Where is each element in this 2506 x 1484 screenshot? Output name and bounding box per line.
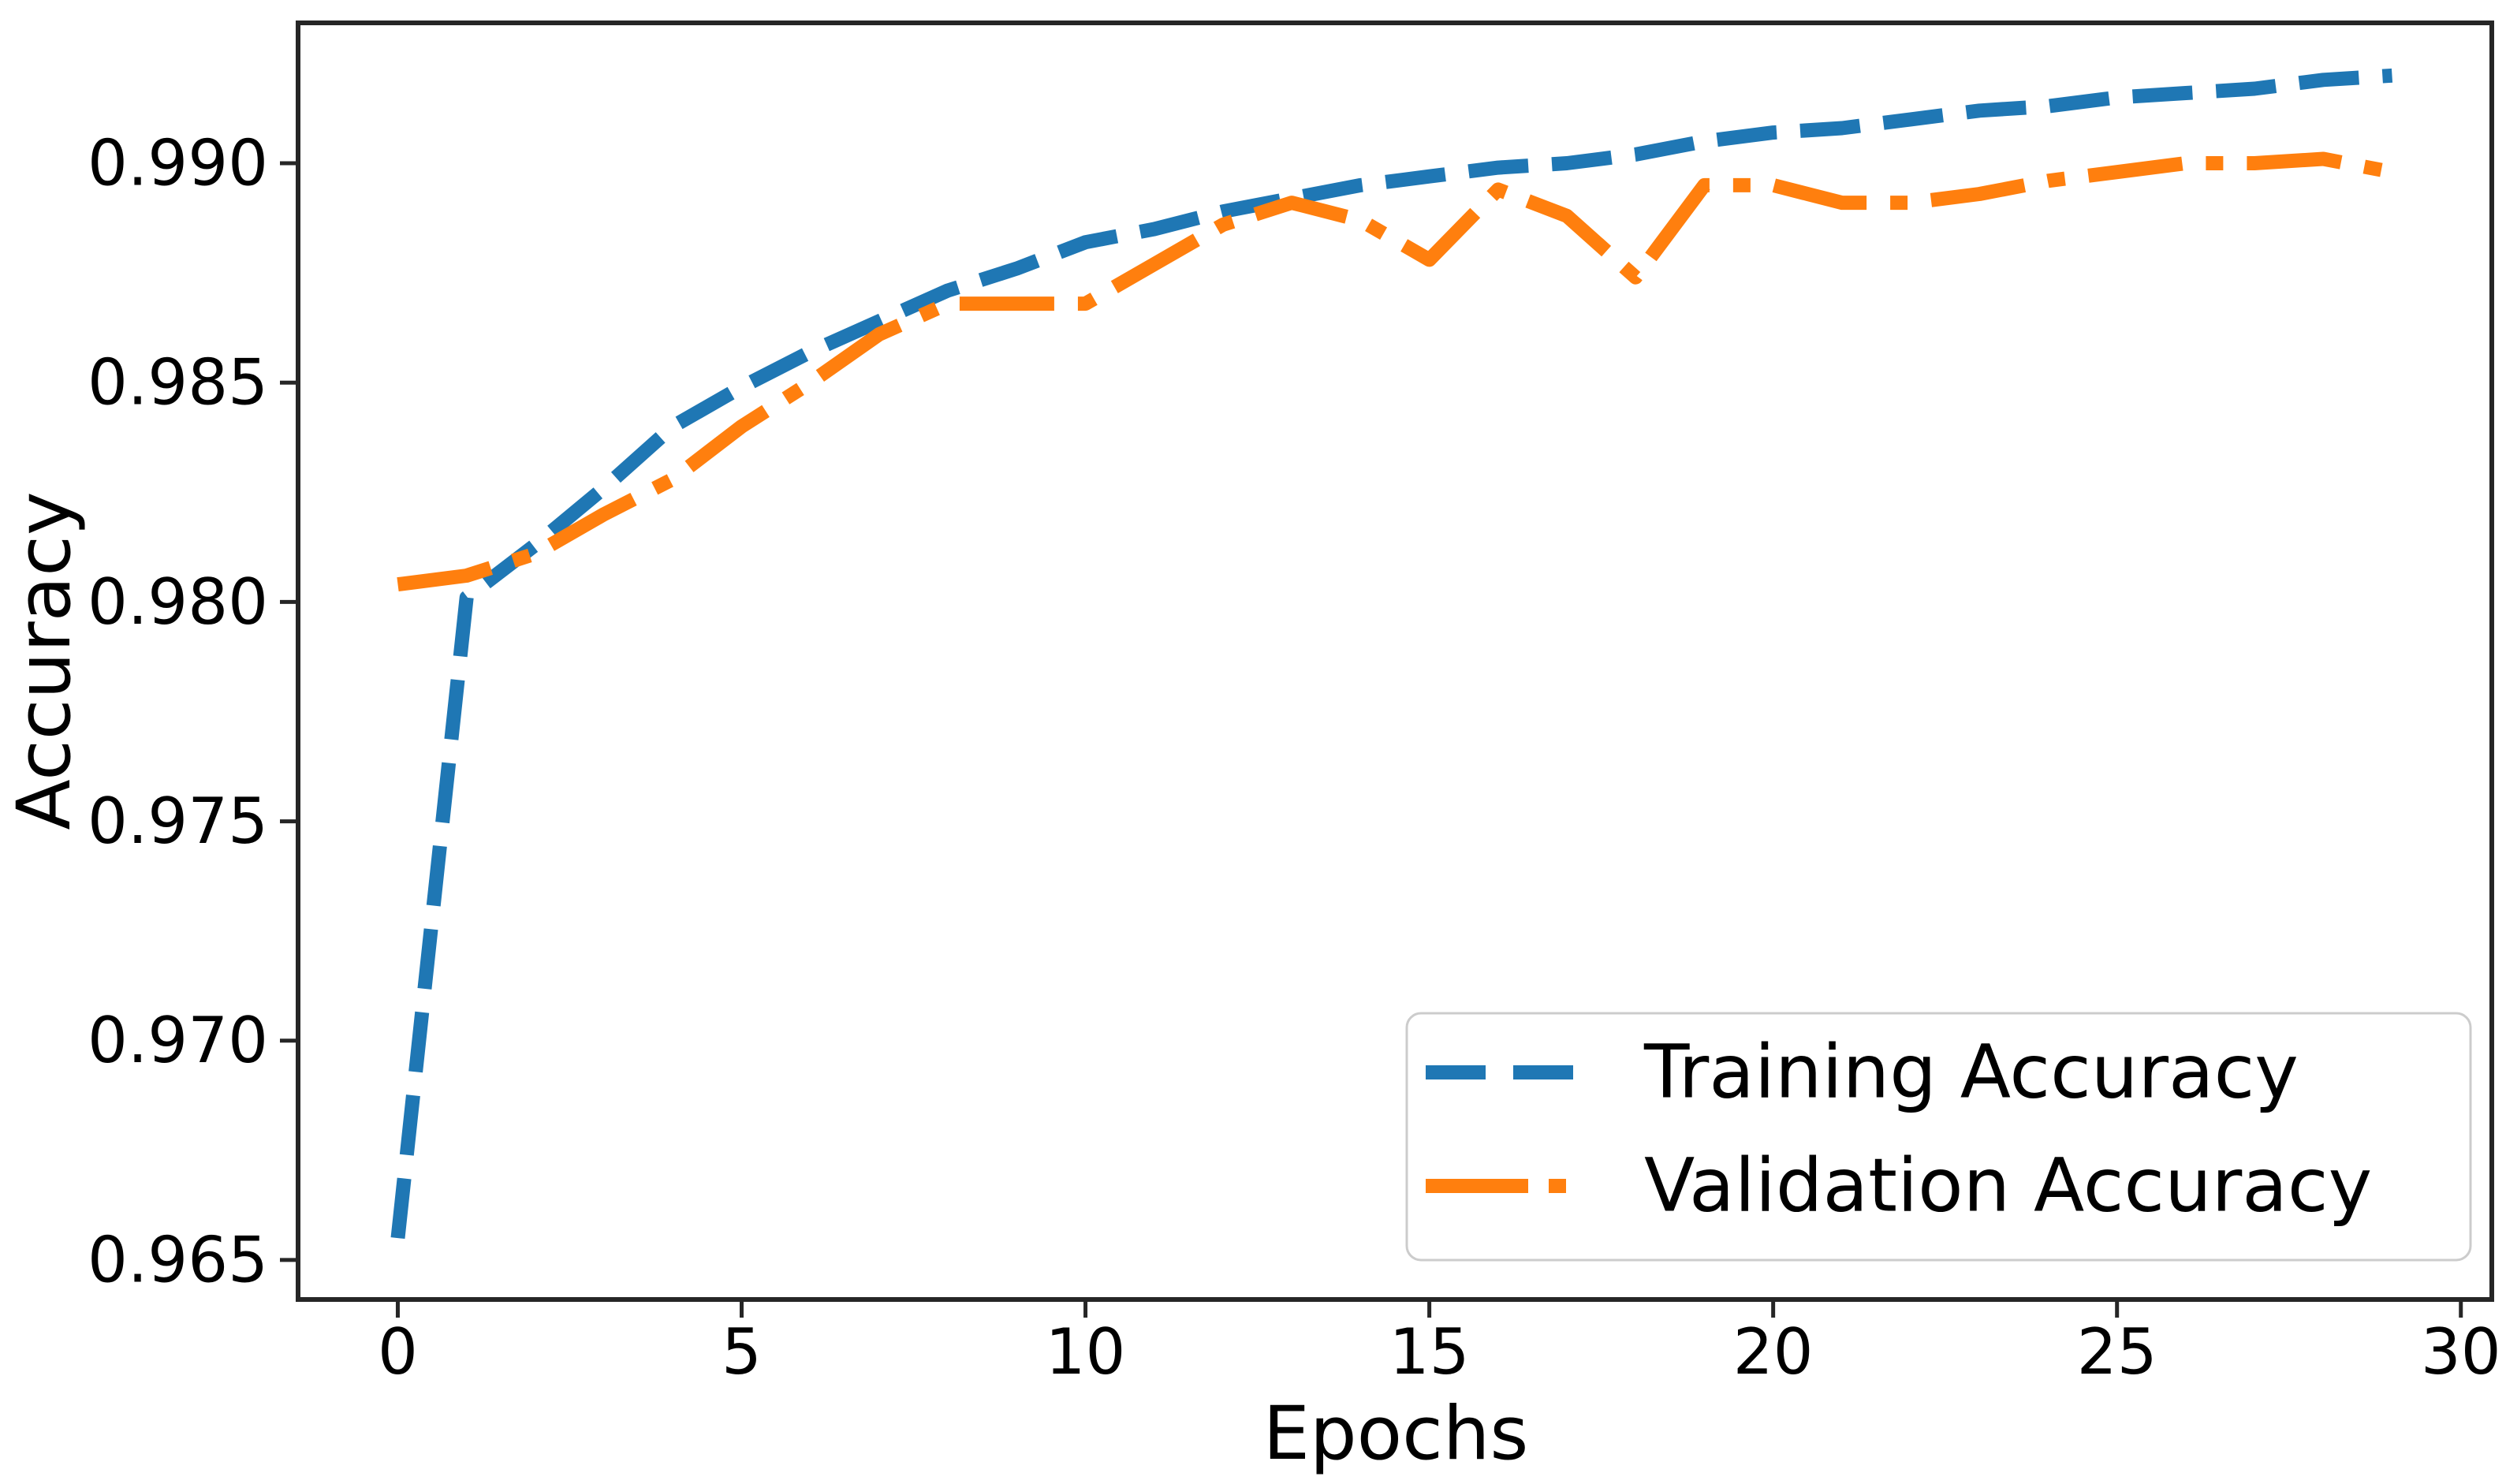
x-tick-label-30: 30 bbox=[2421, 1315, 2501, 1389]
y-tick-label-0.965: 0.965 bbox=[88, 1223, 268, 1296]
legend-label-training: Training Accuracy bbox=[1643, 1030, 2299, 1116]
x-tick-label-25: 25 bbox=[2077, 1315, 2157, 1389]
y-tick-label-0.975: 0.975 bbox=[88, 785, 268, 858]
x-tick-label-20: 20 bbox=[1733, 1315, 1814, 1389]
x-tick-label-0: 0 bbox=[378, 1315, 418, 1389]
x-tick-label-10: 10 bbox=[1046, 1315, 1126, 1389]
training-accuracy-line bbox=[390, 68, 2393, 1240]
x-tick-label-15: 15 bbox=[1389, 1315, 1470, 1389]
legend: Training Accuracy Validation Accuracy bbox=[1405, 1012, 2472, 1262]
y-axis-label: Accuracy bbox=[2, 491, 88, 830]
x-axis-label: Epochs bbox=[1263, 1391, 1529, 1477]
y-tick-label-0.985: 0.985 bbox=[88, 346, 268, 419]
data-series bbox=[390, 68, 2394, 1240]
legend-item-training-accuracy: Training Accuracy bbox=[1426, 1030, 2299, 1116]
legend-box bbox=[1405, 1012, 2472, 1262]
x-tick-label-5: 5 bbox=[722, 1315, 762, 1389]
legend-item-validation-accuracy: Validation Accuracy bbox=[1426, 1143, 2372, 1229]
legend-label-validation: Validation Accuracy bbox=[1644, 1143, 2372, 1229]
plot-area bbox=[296, 21, 2494, 1302]
y-tick-label-0.970: 0.970 bbox=[88, 1004, 268, 1077]
validation-accuracy-line bbox=[397, 151, 2394, 592]
axis-ticks: 0 5 10 15 20 25 30 0.965 0.970 0.975 0.980 0.985 0.9… bbox=[88, 127, 2501, 1389]
y-tick-label-0.990: 0.990 bbox=[88, 127, 268, 200]
y-tick-label-0.980: 0.980 bbox=[88, 565, 268, 639]
